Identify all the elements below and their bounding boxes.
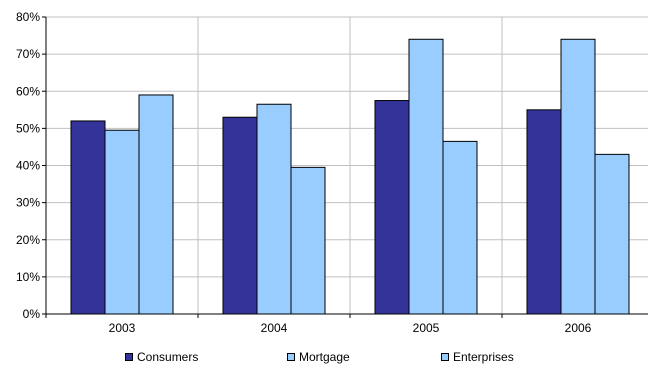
bar-mortgage-2005 [408,38,444,315]
legend-swatch-consumers [125,353,133,361]
legend: Consumers Mortgage Enterprises [0,348,648,365]
bar-mortgage-2004 [256,103,292,315]
bar-enterprises-2006 [594,153,630,315]
bar-mortgage-2003 [104,129,140,315]
legend-label-mortgage: Mortgage [299,350,350,364]
bar-consumers-2004 [222,116,258,315]
axes [42,16,648,318]
x-axis-ticks: 2003 2004 2005 2006 [109,321,592,335]
y-axis-ticks: 0% 10% 20% 30% 40% 50% 60% 70% 80% [16,10,40,321]
bar-enterprises-2004 [290,166,326,315]
legend-label-consumers: Consumers [137,350,199,364]
bars [70,38,630,315]
legend-swatch-mortgage [287,353,295,361]
y-tick-label: 10% [16,270,40,284]
y-tick-label: 50% [16,121,40,135]
x-tick-label: 2005 [413,321,440,335]
bar-enterprises-2005 [442,140,478,315]
y-tick-label: 70% [16,47,40,61]
legend-item-enterprises: Enterprises [441,350,514,364]
bar-consumers-2005 [374,100,410,315]
y-tick-label: 30% [16,196,40,210]
bar-mortgage-2006 [560,38,596,315]
bar-enterprises-2003 [138,94,174,315]
x-tick-label: 2006 [565,321,592,335]
y-tick-label: 80% [16,10,40,24]
legend-swatch-enterprises [441,353,449,361]
legend-item-mortgage: Mortgage [287,350,350,364]
legend-item-consumers: Consumers [125,350,198,364]
bar-consumers-2006 [526,109,562,315]
y-tick-label: 0% [23,307,41,321]
y-tick-label: 40% [16,159,40,173]
legend-label-enterprises: Enterprises [453,350,514,364]
x-tick-label: 2003 [109,321,136,335]
y-tick-label: 60% [16,84,40,98]
x-tick-label: 2004 [261,321,288,335]
bar-consumers-2003 [70,120,106,315]
y-tick-label: 20% [16,233,40,247]
